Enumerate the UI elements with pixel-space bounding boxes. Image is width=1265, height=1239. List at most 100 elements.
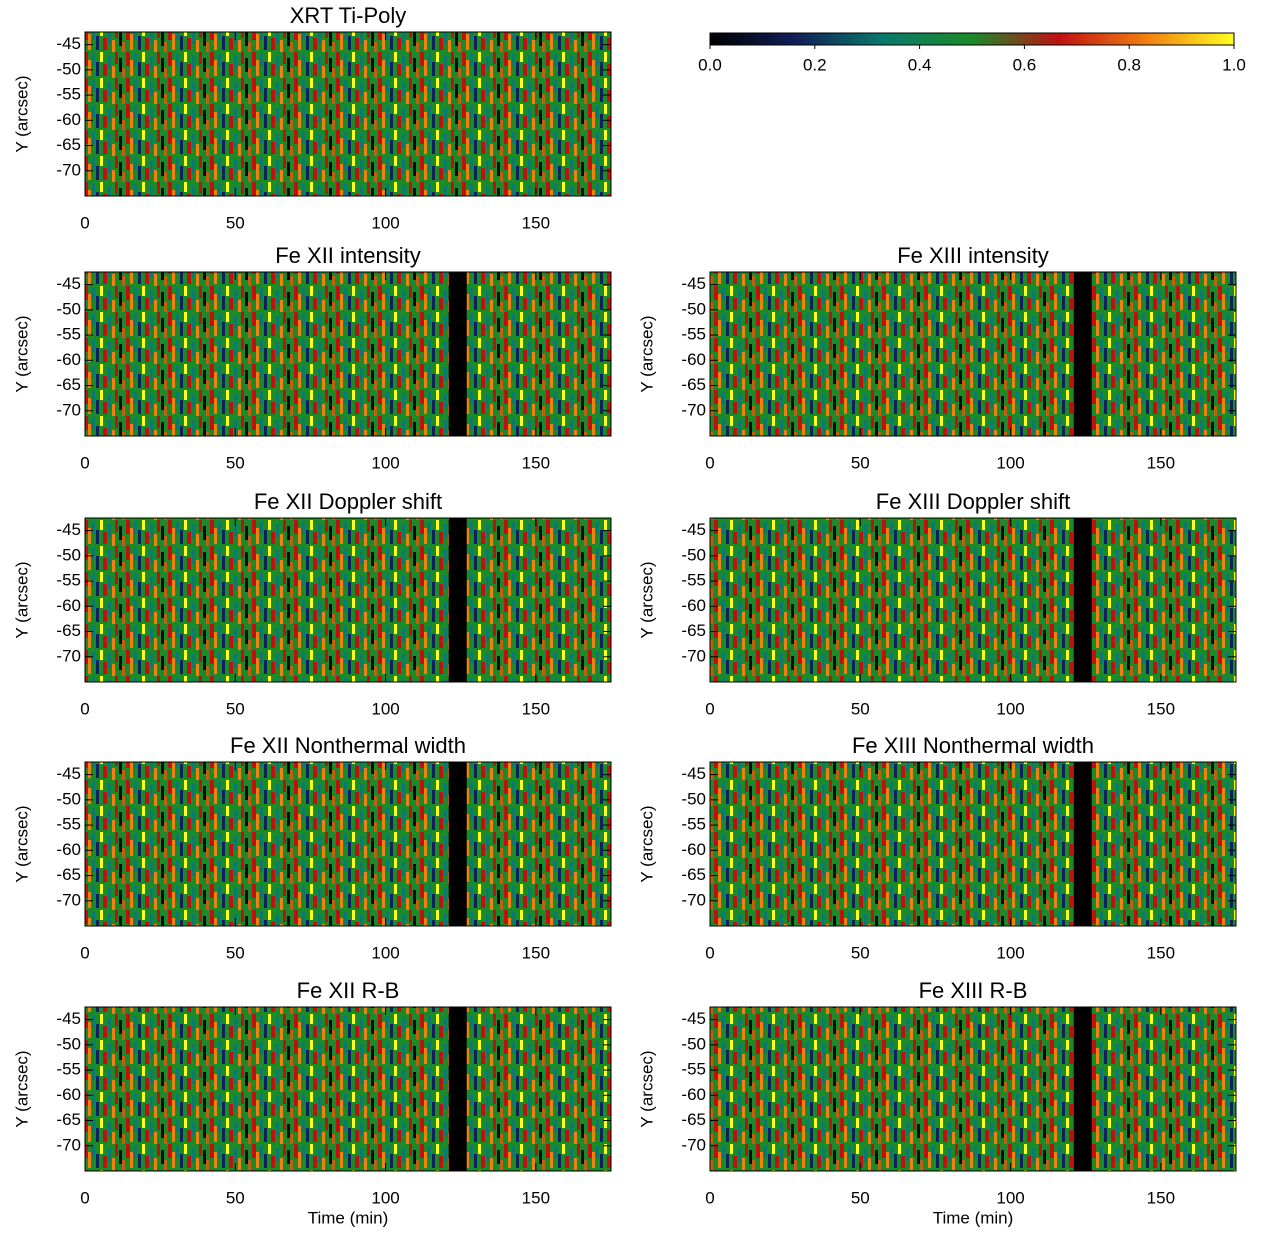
data-gap <box>448 518 467 682</box>
y-tick-label: -55 <box>681 1060 706 1079</box>
panel-title: Fe XII R-B <box>297 978 400 1003</box>
x-tick-label: 0.6 <box>1013 55 1037 74</box>
y-tick-label: -70 <box>56 890 81 909</box>
panel-title: Fe XIII Doppler shift <box>876 489 1070 514</box>
y-tick-label: -45 <box>681 520 706 539</box>
y-axis-label: Y (arcsec) <box>637 805 656 882</box>
y-tick-label: -45 <box>56 34 81 53</box>
data-gap <box>1073 1007 1092 1171</box>
x-tick-label: 100 <box>371 1188 399 1207</box>
x-tick-label: 50 <box>851 699 870 718</box>
panel-title: Fe XII intensity <box>275 243 421 268</box>
heatmap-image <box>85 32 611 196</box>
y-axis-label: Y (arcsec) <box>637 315 656 392</box>
y-tick-label: -60 <box>56 596 81 615</box>
x-tick-label: 100 <box>371 213 399 232</box>
x-tick-label: 0.4 <box>908 55 932 74</box>
y-tick-label: -55 <box>56 85 81 104</box>
y-tick-label: -65 <box>681 1110 706 1129</box>
x-tick-label: 50 <box>226 213 245 232</box>
data-gap <box>1073 272 1092 436</box>
y-tick-label: -50 <box>56 1034 81 1053</box>
panel-title: Fe XIII R-B <box>919 978 1028 1003</box>
y-tick-label: -70 <box>681 1135 706 1154</box>
y-tick-label: -45 <box>56 274 81 293</box>
plot-frame <box>84 517 612 683</box>
x-axis-label: Time (min) <box>308 1208 389 1227</box>
panel-title: Fe XIII Nonthermal width <box>852 733 1094 758</box>
heatmap-image <box>85 518 611 682</box>
y-tick-label: -45 <box>56 520 81 539</box>
y-tick-label: -60 <box>56 840 81 859</box>
x-tick-label: 150 <box>522 943 550 962</box>
x-tick-label: 0 <box>705 699 714 718</box>
panel-title: Fe XII Doppler shift <box>254 489 442 514</box>
x-tick-label: 100 <box>371 699 399 718</box>
y-tick-label: -70 <box>56 646 81 665</box>
x-tick-label: 50 <box>851 1188 870 1207</box>
x-tick-label: 0 <box>705 453 714 472</box>
x-tick-label: 50 <box>851 943 870 962</box>
x-tick-label: 0.2 <box>803 55 827 74</box>
heatmap-image <box>85 762 611 926</box>
x-tick-label: 150 <box>1147 699 1175 718</box>
x-tick-label: 0.8 <box>1117 55 1141 74</box>
y-tick-label: -50 <box>681 299 706 318</box>
y-tick-label: -55 <box>56 815 81 834</box>
x-tick-label: 50 <box>851 453 870 472</box>
y-tick-label: -50 <box>56 545 81 564</box>
y-tick-label: -60 <box>56 1085 81 1104</box>
y-tick-label: -45 <box>56 1009 81 1028</box>
y-tick-label: -55 <box>56 325 81 344</box>
x-tick-label: 0 <box>80 213 89 232</box>
y-tick-label: -65 <box>56 375 81 394</box>
y-tick-label: -65 <box>681 865 706 884</box>
y-tick-label: -45 <box>681 764 706 783</box>
y-tick-label: -70 <box>56 400 81 419</box>
data-gap <box>448 272 467 436</box>
colorbar <box>709 32 1235 46</box>
x-tick-label: 150 <box>522 1188 550 1207</box>
plot-frame <box>84 761 612 927</box>
x-tick-label: 150 <box>522 453 550 472</box>
x-tick-label: 50 <box>226 453 245 472</box>
plot-frame <box>84 1006 612 1172</box>
x-tick-label: 0 <box>705 1188 714 1207</box>
y-tick-label: -60 <box>681 840 706 859</box>
y-tick-label: -60 <box>56 110 81 129</box>
y-tick-label: -70 <box>56 160 81 179</box>
plot-frame <box>709 271 1237 437</box>
y-tick-label: -50 <box>681 1034 706 1053</box>
x-axis-label: Time (min) <box>933 1208 1014 1227</box>
x-tick-label: 150 <box>1147 1188 1175 1207</box>
x-tick-label: 100 <box>996 453 1024 472</box>
y-axis-label: Y (arcsec) <box>12 1050 31 1127</box>
y-tick-label: -50 <box>56 789 81 808</box>
x-tick-label: 100 <box>996 1188 1024 1207</box>
x-tick-label: 0 <box>80 1188 89 1207</box>
x-tick-label: 150 <box>522 699 550 718</box>
x-tick-label: 50 <box>226 699 245 718</box>
y-tick-label: -55 <box>681 815 706 834</box>
x-tick-label: 100 <box>996 943 1024 962</box>
y-tick-label: -65 <box>56 621 81 640</box>
y-tick-label: -45 <box>681 1009 706 1028</box>
heatmap-image <box>710 272 1236 436</box>
y-tick-label: -50 <box>681 545 706 564</box>
y-tick-label: -55 <box>681 571 706 590</box>
panel-title: Fe XIII intensity <box>897 243 1049 268</box>
y-tick-label: -65 <box>56 1110 81 1129</box>
y-tick-label: -60 <box>681 1085 706 1104</box>
data-gap <box>1073 518 1092 682</box>
x-tick-label: 0 <box>80 453 89 472</box>
y-axis-label: Y (arcsec) <box>12 315 31 392</box>
y-tick-label: -70 <box>681 646 706 665</box>
plot-frame <box>84 31 612 197</box>
plot-frame <box>709 761 1237 927</box>
x-tick-label: 100 <box>371 943 399 962</box>
panel-title: Fe XII Nonthermal width <box>230 733 466 758</box>
data-gap <box>448 762 467 926</box>
y-tick-label: -55 <box>56 1060 81 1079</box>
x-tick-label: 150 <box>522 213 550 232</box>
